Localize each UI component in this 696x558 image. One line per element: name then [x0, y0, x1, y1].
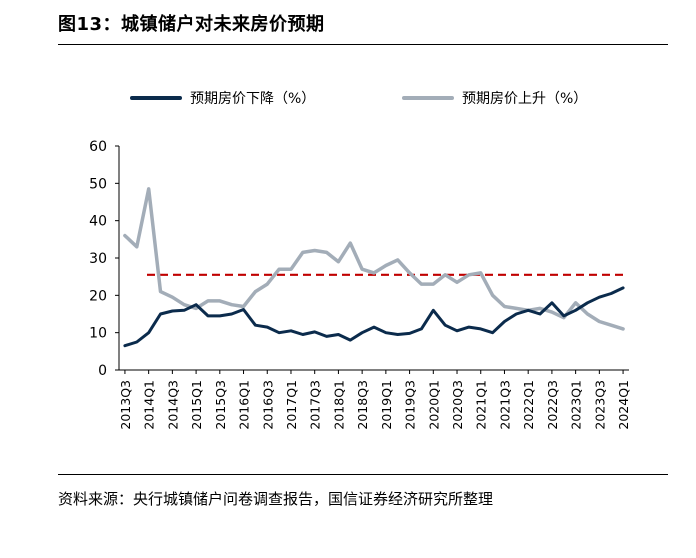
legend: 预期房价下降（%） 预期房价上升（%） [130, 91, 587, 107]
x-tick-label: 2019Q3 [403, 380, 418, 430]
x-tick-label: 2020Q3 [450, 380, 465, 430]
y-axis: 0 10 20 30 40 50 60 [89, 139, 120, 379]
source-rule [58, 474, 668, 475]
x-tick-label: 2021Q3 [497, 380, 512, 430]
title-rule [58, 44, 668, 45]
series-layer [123, 187, 625, 348]
y-tick-label: 60 [89, 139, 107, 155]
x-tick-label: 2016Q3 [260, 380, 275, 430]
figure-title: 图13：城镇储户对未来房价预期 [58, 14, 325, 35]
x-tick-label: 2023Q3 [592, 380, 607, 430]
x-tick-label: 2022Q1 [521, 380, 536, 430]
x-tick-label: 2014Q3 [165, 380, 180, 430]
series-line-price-increase [123, 187, 625, 331]
x-tick-label: 2015Q3 [213, 380, 228, 430]
x-tick-label: 2022Q3 [545, 380, 560, 430]
source-note: 资料来源：央行城镇储户问卷调查报告，国信证券经济研究所整理 [58, 490, 494, 508]
x-tick-label: 2016Q1 [237, 380, 252, 430]
y-tick-label: 10 [89, 326, 107, 342]
x-tick-label: 2018Q1 [331, 380, 346, 430]
legend-label-1: 预期房价下降（%） [190, 91, 315, 107]
x-tick-label: 2023Q1 [569, 380, 584, 430]
x-tick-label: 2014Q1 [142, 380, 157, 430]
x-tick-label: 2015Q1 [189, 380, 204, 430]
y-tick-label: 20 [89, 288, 107, 304]
y-tick-label: 50 [89, 176, 107, 192]
x-tick-label: 2017Q1 [284, 380, 299, 430]
x-tick-label: 2017Q3 [308, 380, 323, 430]
x-tick-label: 2021Q1 [474, 380, 489, 430]
x-tick-label: 2024Q1 [616, 380, 631, 430]
series-line-price-decrease [123, 286, 625, 348]
y-tick-label: 30 [89, 251, 107, 267]
x-axis: 2013Q3 2014Q1 2014Q3 2015Q1 2015Q3 2016Q1 2016… [118, 369, 631, 430]
legend-label-2: 预期房价上升（%） [462, 91, 587, 107]
x-tick-label: 2013Q3 [118, 380, 133, 430]
x-tick-label: 2020Q1 [426, 380, 441, 430]
y-tick-label: 40 [89, 214, 107, 230]
x-tick-label: 2018Q3 [355, 380, 370, 430]
x-tick-label: 2019Q1 [379, 380, 394, 430]
y-tick-label: 0 [98, 363, 107, 379]
